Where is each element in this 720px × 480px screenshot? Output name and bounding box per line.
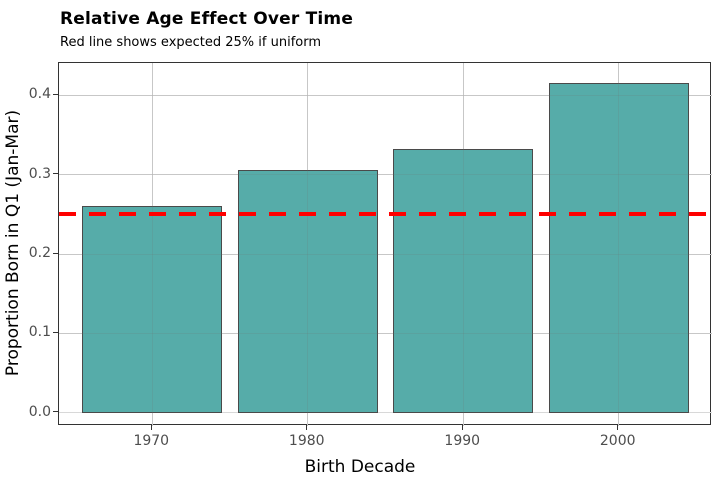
y-tick-mark <box>53 411 58 413</box>
y-tick-label: 0.4 <box>28 86 51 103</box>
chart-title: Relative Age Effect Over Time <box>60 9 354 29</box>
major-gridline-horizontal <box>59 174 712 176</box>
y-tick-label: 0.2 <box>28 245 51 261</box>
x-tick-mark <box>461 425 463 430</box>
y-tick-mark <box>53 93 58 95</box>
bar-1990 <box>393 148 534 413</box>
y-tick-mark <box>53 331 58 333</box>
bar-1980 <box>237 169 378 413</box>
gridline-overlay-horizontal <box>59 174 712 176</box>
x-tick-mark <box>306 425 308 430</box>
x-tick-mark <box>150 425 152 430</box>
y-tick-label: 0.3 <box>28 165 51 182</box>
x-tick-label: 1970 <box>133 433 170 449</box>
x-tick-label: 1980 <box>288 433 325 449</box>
major-gridline-horizontal <box>59 94 712 96</box>
gridline-overlay-vertical <box>618 63 620 426</box>
chart-subtitle: Red line shows expected 25% if uniform <box>60 35 322 50</box>
major-gridline-horizontal <box>59 412 712 414</box>
gridline-overlay-vertical <box>307 63 309 426</box>
plot-panel <box>58 62 712 426</box>
gridline-overlay-horizontal <box>59 332 712 334</box>
y-tick-mark <box>53 252 58 254</box>
x-tick-label: 2000 <box>599 433 636 449</box>
x-axis-title: Birth Decade <box>304 457 416 477</box>
major-gridline-horizontal <box>59 332 712 334</box>
major-gridline-horizontal <box>59 253 712 255</box>
x-tick-label: 1990 <box>444 433 481 449</box>
gridline-overlay-vertical <box>151 63 153 426</box>
x-tick-mark <box>617 425 619 430</box>
gridline-overlay-horizontal <box>59 253 712 255</box>
y-tick-mark <box>53 173 58 175</box>
bar-1970 <box>82 206 223 413</box>
y-tick-label: 0.1 <box>28 324 51 341</box>
y-tick-label: 0.0 <box>28 403 51 420</box>
bar-2000 <box>548 82 689 413</box>
reference-line-25pct <box>59 212 712 217</box>
gridline-overlay-horizontal <box>59 94 712 96</box>
gridline-overlay-vertical <box>462 63 464 426</box>
